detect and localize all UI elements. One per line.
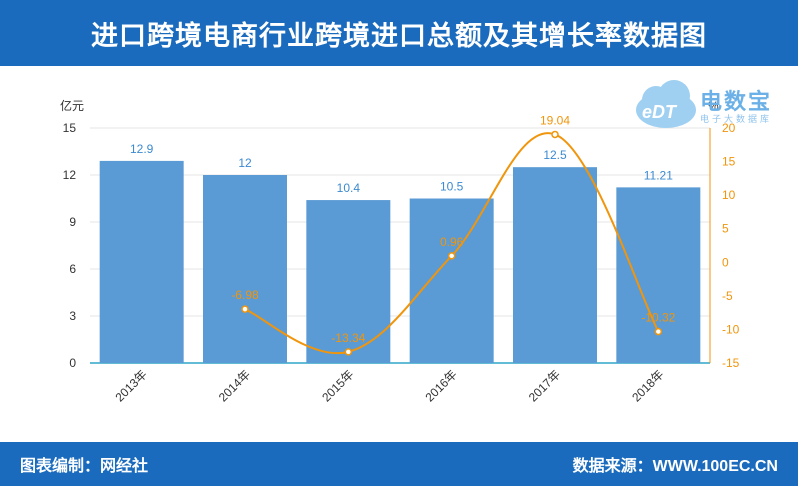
x-tick-label: 2017年 <box>526 367 563 404</box>
y-left-tick-label: 6 <box>69 262 76 276</box>
cloud-logo-icon <box>636 80 696 128</box>
y-right-tick-label: -15 <box>722 356 740 370</box>
growth-rate-point <box>654 327 663 336</box>
bar-value-label: 12.9 <box>130 142 154 156</box>
header-bar: 进口跨境电商行业跨境进口总额及其增长率数据图 <box>0 0 798 66</box>
y-right-tick-label: 5 <box>722 222 729 236</box>
bar-value-label: 11.21 <box>644 168 673 182</box>
chart-title: 进口跨境电商行业跨境进口总额及其增长率数据图 <box>91 20 707 51</box>
y-right-tick-label: 10 <box>722 188 736 202</box>
x-tick-label: 2018年 <box>629 367 666 404</box>
footer-bar: 图表编制：网经社 数据来源：WWW.100EC.CN <box>0 442 798 486</box>
y-right-tick-label: -10 <box>722 322 740 336</box>
bar <box>306 200 391 363</box>
growth-rate-label: -6.98 <box>231 288 259 302</box>
bar-value-label: 12 <box>238 156 252 170</box>
x-tick-label: 2016年 <box>423 367 460 404</box>
growth-rate-point <box>551 130 559 139</box>
logo-mark: eDT <box>642 102 677 122</box>
bar-value-label: 10.4 <box>337 181 361 195</box>
y-left-tick-label: 0 <box>69 356 76 370</box>
y-left-tick-label: 15 <box>63 121 77 135</box>
logo-subtitle: 电子大数据库 <box>700 114 773 124</box>
bar-value-label: 12.5 <box>543 148 567 162</box>
bar <box>409 198 494 363</box>
x-tick-label: 2015年 <box>319 367 356 404</box>
logo: eDT 电数宝 电子大数据库 <box>632 78 792 134</box>
chart-area: 0 3 6 9 12 15 -15 -10 -5 0 5 10 15 20 亿元% 12.9 12 10.4 10.… <box>0 66 798 442</box>
footer-credit: 图表编制：网经社 <box>20 458 149 475</box>
y-left-tick-label: 9 <box>69 215 76 229</box>
y-right-tick-label: -5 <box>722 289 733 303</box>
bar <box>99 160 184 363</box>
x-tick-label: 2014年 <box>216 367 253 404</box>
footer-source: 数据来源：WWW.100EC.CN <box>572 458 778 475</box>
combo-chart: 0 3 6 9 12 15 -15 -10 -5 0 5 10 15 20 亿元 % 12.9 12 10.4 10.… <box>60 98 740 404</box>
bar <box>513 167 597 363</box>
y-right-unit: % <box>708 99 719 113</box>
growth-rate-point <box>344 348 353 356</box>
growth-rate-point <box>447 252 456 260</box>
bar-value-label: 10.5 <box>440 180 464 194</box>
y-left-tick-label: 3 <box>69 309 76 323</box>
growth-rate-label: 19.04 <box>540 113 570 127</box>
x-tick-label: 2013年 <box>113 367 150 404</box>
bar <box>616 187 701 363</box>
bar <box>203 175 287 363</box>
growth-rate-label: 0.96 <box>440 235 464 249</box>
y-right-tick-label: 0 <box>722 255 729 269</box>
y-left-unit: 亿元 <box>60 98 84 113</box>
growth-rate-point <box>241 305 249 313</box>
y-right-tick-label: 15 <box>722 155 736 169</box>
growth-rate-label: -10.32 <box>641 311 675 325</box>
growth-rate-label: -13.34 <box>331 331 365 345</box>
y-left-tick-label: 12 <box>63 168 77 182</box>
logo-brand: 电数宝 <box>700 89 773 114</box>
growth-rate-line <box>244 132 660 355</box>
y-right-tick-label: 20 <box>722 121 736 135</box>
